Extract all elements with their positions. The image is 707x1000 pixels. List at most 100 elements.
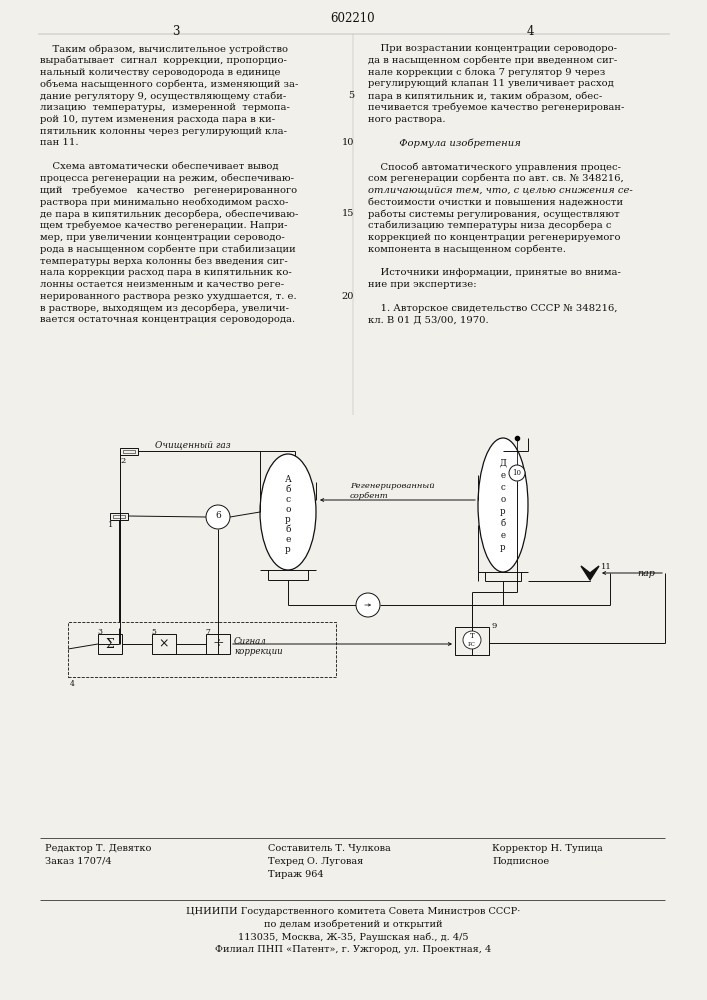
Text: щем требуемое качество регенерации. Напри-: щем требуемое качество регенерации. Напр… <box>40 221 288 231</box>
Text: нерированного раствора резко ухудшается, т. е.: нерированного раствора резко ухудшается,… <box>40 292 297 301</box>
Text: коррекции: коррекции <box>234 647 283 656</box>
Text: нальный количеству сероводорода в единице: нальный количеству сероводорода в единиц… <box>40 68 281 77</box>
Text: Очищенный газ: Очищенный газ <box>155 440 230 449</box>
Text: Источники информации, принятые во внима-: Источники информации, принятые во внима- <box>368 268 621 277</box>
Bar <box>110 513 128 520</box>
Text: Формула изобретения: Формула изобретения <box>368 138 521 148</box>
Text: Техред О. Луговая: Техред О. Луговая <box>268 857 363 866</box>
Circle shape <box>509 465 525 481</box>
Text: печивается требуемое качество регенерирован-: печивается требуемое качество регенериро… <box>368 103 624 112</box>
Text: 20: 20 <box>341 292 354 301</box>
Text: с: с <box>501 483 506 491</box>
Text: При возрастании концентрации сероводоро-: При возрастании концентрации сероводоро- <box>368 44 617 53</box>
Bar <box>206 634 230 654</box>
Text: 11: 11 <box>601 563 612 571</box>
Bar <box>123 450 135 453</box>
Text: Способ автоматического управления процес-: Способ автоматического управления процес… <box>368 162 621 172</box>
Text: 1. Авторское свидетельство СССР № 348216,: 1. Авторское свидетельство СССР № 348216… <box>368 304 617 313</box>
Bar <box>98 634 122 654</box>
Text: Т: Т <box>469 632 474 640</box>
Text: А: А <box>284 475 291 484</box>
Text: пара в кипятильник и, таким образом, обес-: пара в кипятильник и, таким образом, обе… <box>368 91 602 101</box>
Circle shape <box>206 505 230 529</box>
Text: вается остаточная концентрация сероводорода.: вается остаточная концентрация сероводор… <box>40 315 295 324</box>
Text: стабилизацию температуры низа десорбера с: стабилизацию температуры низа десорбера … <box>368 221 612 231</box>
Text: Σ: Σ <box>105 638 115 650</box>
Text: Регенерированный: Регенерированный <box>350 482 435 490</box>
Bar <box>455 627 489 655</box>
Bar <box>68 622 336 677</box>
Text: коррекцией по концентрации регенерируемого: коррекцией по концентрации регенерируемо… <box>368 233 621 242</box>
Text: б: б <box>501 518 506 528</box>
Text: да в насыщенном сорбенте при введенном сиг-: да в насыщенном сорбенте при введенном с… <box>368 56 617 65</box>
Text: 4: 4 <box>526 25 534 38</box>
Text: ного раствора.: ного раствора. <box>368 115 445 124</box>
Bar <box>152 634 176 654</box>
Text: объема насыщенного сорбента, изменяющий за-: объема насыщенного сорбента, изменяющий … <box>40 79 298 89</box>
Text: процесса регенерации на режим, обеспечиваю-: процесса регенерации на режим, обеспечив… <box>40 174 294 183</box>
Text: вырабатывает  сигнал  коррекции, пропорцио-: вырабатывает сигнал коррекции, пропорцио… <box>40 56 287 65</box>
Text: 15: 15 <box>341 209 354 218</box>
Bar <box>113 515 125 518</box>
Text: е: е <box>501 471 506 480</box>
Text: пар: пар <box>637 569 655 578</box>
Text: дание регулятору 9, осуществляющему стаби-: дание регулятору 9, осуществляющему стаб… <box>40 91 286 101</box>
Text: Сигнал: Сигнал <box>234 637 267 646</box>
Text: р: р <box>285 514 291 524</box>
Text: щий   требуемое   качество   регенерированного: щий требуемое качество регенерированного <box>40 186 297 195</box>
Text: ЦНИИПИ Государственного комитета Совета Министров СССР·: ЦНИИПИ Государственного комитета Совета … <box>186 907 520 916</box>
Text: пан 11.: пан 11. <box>40 138 78 147</box>
Ellipse shape <box>478 438 528 572</box>
Text: Филиал ПНП «Патент», г. Ужгород, ул. Проектная, 4: Филиал ПНП «Патент», г. Ужгород, ул. Про… <box>215 944 491 954</box>
Text: сом регенерации сорбента по авт. св. № 348216,: сом регенерации сорбента по авт. св. № 3… <box>368 174 624 183</box>
Text: Д: Д <box>500 458 506 468</box>
Text: 6: 6 <box>215 510 221 520</box>
Text: в растворе, выходящем из десорбера, увеличи-: в растворе, выходящем из десорбера, увел… <box>40 304 289 313</box>
Text: де пара в кипятильник десорбера, обеспечиваю-: де пара в кипятильник десорбера, обеспеч… <box>40 209 298 219</box>
Text: р: р <box>285 544 291 554</box>
Text: лонны остается неизменным и качество реге-: лонны остается неизменным и качество рег… <box>40 280 284 289</box>
Text: компонента в насыщенном сорбенте.: компонента в насыщенном сорбенте. <box>368 245 566 254</box>
Text: 9: 9 <box>491 622 496 630</box>
Text: мер, при увеличении концентрации сероводо-: мер, при увеличении концентрации серовод… <box>40 233 285 242</box>
Text: б: б <box>285 485 291 493</box>
Text: отличающийся тем, что, с целью снижения се-: отличающийся тем, что, с целью снижения … <box>368 186 633 195</box>
Text: 1: 1 <box>108 521 113 529</box>
Text: Корректор Н. Тупица: Корректор Н. Тупица <box>492 844 603 853</box>
Text: пятильник колонны через регулирующий кла-: пятильник колонны через регулирующий кла… <box>40 127 287 136</box>
Text: 10: 10 <box>341 138 354 147</box>
Text: раствора при минимально необходимом расхо-: раствора при минимально необходимом расх… <box>40 197 288 207</box>
Text: ÷: ÷ <box>212 636 224 650</box>
Text: Заказ 1707/4: Заказ 1707/4 <box>45 857 112 866</box>
Text: лизацию  температуры,  измеренной  термопа-: лизацию температуры, измеренной термопа- <box>40 103 290 112</box>
Text: 10: 10 <box>513 469 522 477</box>
Text: е: е <box>286 534 291 544</box>
Text: 4: 4 <box>70 680 75 688</box>
Text: 2: 2 <box>120 457 125 465</box>
Text: нала коррекции расход пара в кипятильник ко-: нала коррекции расход пара в кипятильник… <box>40 268 292 277</box>
Text: с: с <box>286 494 291 504</box>
Text: е: е <box>501 530 506 540</box>
Text: Редактор Т. Девятко: Редактор Т. Девятко <box>45 844 151 853</box>
Text: температуры верха колонны без введения сиг-: температуры верха колонны без введения с… <box>40 256 288 266</box>
Text: рода в насыщенном сорбенте при стабилизации: рода в насыщенном сорбенте при стабилиза… <box>40 245 296 254</box>
Text: по делам изобретений и открытий: по делам изобретений и открытий <box>264 920 443 929</box>
Text: Подписное: Подписное <box>492 857 549 866</box>
Bar <box>120 448 138 455</box>
Circle shape <box>463 631 481 649</box>
Text: 3: 3 <box>97 628 102 636</box>
Text: сорбент: сорбент <box>350 492 389 500</box>
Text: ×: × <box>159 638 169 650</box>
Text: регулирующий клапан 11 увеличивает расход: регулирующий клапан 11 увеличивает расхо… <box>368 79 614 88</box>
Polygon shape <box>581 566 599 580</box>
Text: нале коррекции с блока 7 регулятор 9 через: нале коррекции с блока 7 регулятор 9 чер… <box>368 68 605 77</box>
Text: Таким образом, вычислительное устройство: Таким образом, вычислительное устройство <box>40 44 288 53</box>
Text: 5: 5 <box>151 628 156 636</box>
Ellipse shape <box>260 454 316 570</box>
Text: ние при экспертизе:: ние при экспертизе: <box>368 280 477 289</box>
Text: работы системы регулирования, осуществляют: работы системы регулирования, осуществля… <box>368 209 620 219</box>
Text: кл. В 01 Д 53/00, 1970.: кл. В 01 Д 53/00, 1970. <box>368 315 489 324</box>
Text: Составитель Т. Чулкова: Составитель Т. Чулкова <box>268 844 391 853</box>
Text: рой 10, путем изменения расхода пара в ки-: рой 10, путем изменения расхода пара в к… <box>40 115 275 124</box>
Text: 5: 5 <box>348 91 354 100</box>
